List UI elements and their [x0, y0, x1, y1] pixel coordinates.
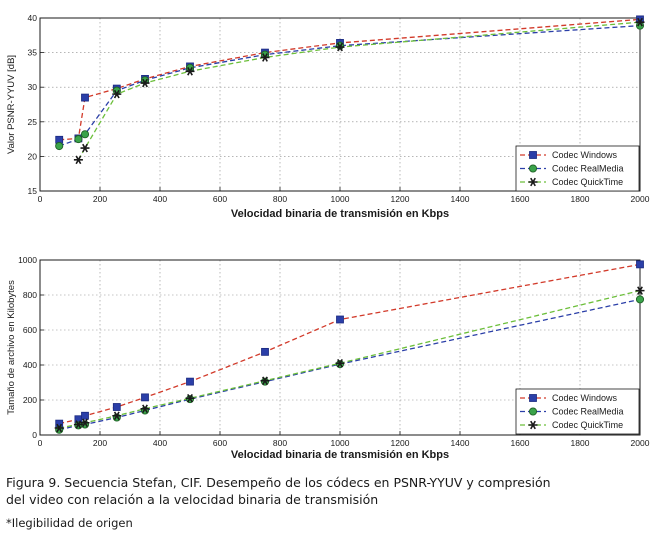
- data-point: [112, 89, 122, 99]
- x-tick-label: 600: [213, 194, 227, 204]
- legend-marker: [529, 394, 537, 402]
- data-point: [140, 78, 150, 88]
- x-tick-label: 400: [153, 194, 167, 204]
- data-point: [336, 315, 344, 324]
- y-tick-label: 30: [28, 82, 38, 92]
- x-tick-label: 200: [93, 194, 107, 204]
- series-line: [77, 21, 641, 161]
- data-point: [80, 130, 90, 139]
- y-tick-label: 800: [23, 290, 37, 300]
- data-point: [335, 42, 345, 52]
- psnr-chart: 0 200 400 600 800 1000 1200 1400 1600 1800 2000 15 2…: [6, 13, 650, 220]
- figure-caption: Figura 9. Secuencia Stefan, CIF. Desempe…: [6, 474, 646, 508]
- x-tick-label: 200: [93, 438, 107, 448]
- x-axis-label: Velocidad binaria de transmisión en Kbps: [231, 449, 449, 461]
- x-tick-label: 1800: [571, 438, 590, 448]
- legend-marker: [529, 151, 537, 159]
- x-tick-label: 800: [273, 438, 287, 448]
- x-tick-label: 2000: [631, 194, 650, 204]
- data-point: [54, 423, 64, 433]
- data-point: [635, 295, 645, 304]
- data-point: [74, 135, 83, 144]
- x-tick-label: 1600: [511, 438, 530, 448]
- data-point: [185, 66, 195, 76]
- data-point: [73, 155, 83, 165]
- legend-marker: [528, 407, 538, 416]
- data-point: [81, 411, 89, 420]
- y-tick-label: 0: [32, 430, 37, 440]
- data-point: [335, 358, 345, 368]
- y-tick-label: 35: [28, 48, 38, 58]
- legend-marker: [528, 164, 538, 173]
- y-tick-label: 400: [23, 360, 37, 370]
- source-note: *Ilegibilidad de origen: [6, 516, 133, 530]
- data-point: [112, 403, 121, 411]
- legend-label: Codec RealMedia: [552, 164, 624, 174]
- data-point: [260, 376, 270, 386]
- x-tick-label: 2000: [631, 438, 650, 448]
- data-point: [80, 143, 90, 153]
- y-tick-label: 600: [23, 325, 37, 335]
- x-tick-label: 1800: [571, 194, 590, 204]
- data-point: [55, 141, 64, 151]
- data-point: [261, 347, 269, 356]
- data-point: [635, 286, 645, 295]
- caption-line-1: Figura 9. Secuencia Stefan, CIF. Desempe…: [6, 475, 551, 490]
- data-point: [73, 420, 83, 429]
- figure: 0 200 400 600 800 1000 1200 1400 1600 1800 2000152…: [6, 13, 650, 461]
- y-tick-label: 25: [28, 117, 38, 127]
- legend-label: Codec Windows: [552, 150, 618, 160]
- x-tick-label: 1400: [451, 194, 470, 204]
- legend-label: Codec QuickTime: [552, 420, 623, 430]
- y-tick-label: 15: [28, 186, 38, 196]
- x-tick-label: 1000: [331, 438, 350, 448]
- data-point: [635, 17, 645, 27]
- data-point: [636, 260, 644, 269]
- x-tick-label: 0: [38, 438, 43, 448]
- x-tick-label: 1200: [391, 438, 410, 448]
- data-point: [141, 393, 149, 402]
- x-tick-label: 800: [273, 194, 287, 204]
- legend-marker: [528, 420, 538, 430]
- x-tick-label: 1200: [391, 194, 410, 204]
- legend-label: Codec QuickTime: [552, 177, 623, 187]
- legend-label: Codec RealMedia: [552, 407, 624, 417]
- x-tick-label: 600: [213, 438, 227, 448]
- y-tick-label: 200: [23, 395, 37, 405]
- x-tick-label: 1000: [331, 194, 350, 204]
- y-tick-label: 40: [28, 13, 38, 23]
- x-tick-label: 400: [153, 438, 167, 448]
- legend-label: Codec Windows: [552, 393, 618, 403]
- data-point: [185, 393, 195, 403]
- data-point: [112, 411, 122, 421]
- data-point: [186, 377, 194, 386]
- caption-line-2: del video con relación a la velocidad bi…: [6, 492, 379, 507]
- y-axis-label: Tamaño de archivo en Kilobytes: [6, 280, 17, 415]
- y-axis-label: Valor PSNR-YYUV [dB]: [6, 55, 17, 154]
- data-point: [140, 404, 150, 414]
- x-tick-label: 1400: [451, 438, 470, 448]
- y-tick-label: 1000: [18, 255, 37, 265]
- legend-marker: [528, 177, 538, 187]
- y-tick-label: 20: [28, 151, 38, 161]
- data-point: [80, 418, 90, 428]
- x-tick-label: 0: [38, 194, 43, 204]
- filesize-chart: 0 200 400 600 800 1000 1200 1400 1600 1800 2000 0 20…: [6, 255, 650, 461]
- x-axis-label: Velocidad binaria de transmisión en Kbps: [231, 208, 449, 220]
- x-tick-label: 1600: [511, 194, 530, 204]
- data-point: [260, 53, 270, 62]
- data-point: [81, 93, 89, 102]
